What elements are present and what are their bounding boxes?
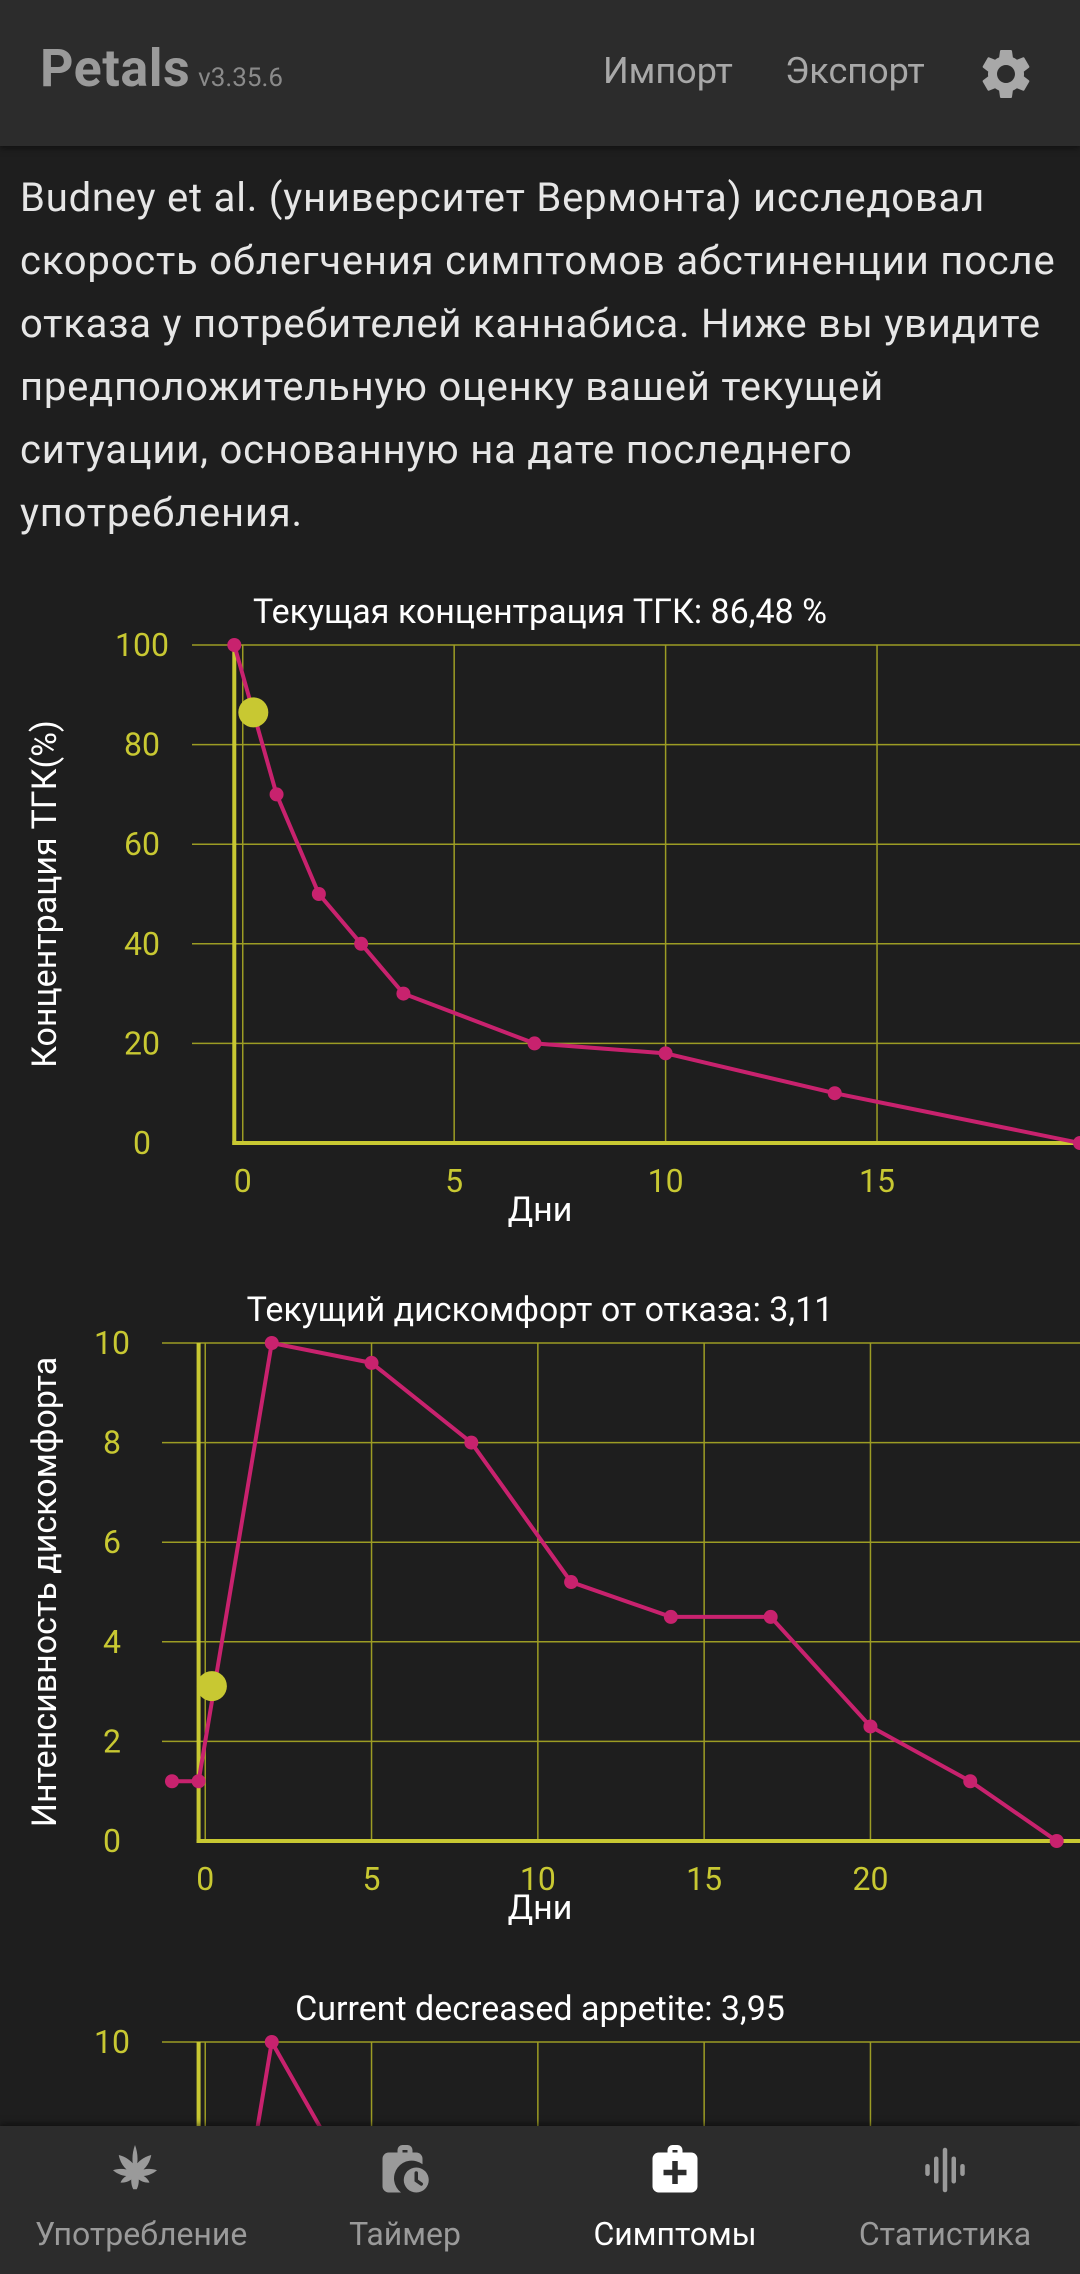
data-point	[763, 1609, 778, 1624]
medical-kit-icon	[652, 2145, 698, 2193]
nav-item-usage[interactable]: Употребление	[0, 2126, 270, 2274]
y-tick-label: 100	[115, 626, 169, 664]
data-point	[564, 1575, 579, 1590]
data-point	[827, 1086, 842, 1101]
data-point	[1073, 1136, 1080, 1150]
gear-icon[interactable]	[976, 44, 1036, 104]
current-value-marker	[196, 1671, 227, 1702]
data-point	[164, 1774, 179, 1789]
bottom-navigation: Употребление Таймер Симптомы Статистика	[0, 2126, 1080, 2274]
export-button[interactable]: Экспорт	[785, 50, 925, 92]
y-tick-label: 40	[124, 925, 160, 963]
series-line	[171, 1340, 1058, 1843]
data-point	[264, 1336, 279, 1350]
current-value-marker	[238, 697, 269, 728]
y-tick-label: 2	[103, 1722, 121, 1760]
data-point	[863, 1719, 878, 1734]
data-point	[364, 1355, 379, 1370]
data-point	[191, 1774, 206, 1789]
data-point	[264, 2035, 279, 2049]
data-point	[527, 1036, 542, 1051]
withdrawal-discomfort-chart: Текущий дискомфорт от отказа: 3,11 0 2 4 6 8 1…	[0, 1283, 1080, 1943]
data-point	[227, 638, 242, 652]
x-tick-label: 15	[686, 1860, 722, 1898]
chart-title: Current decreased appetite: 3,95	[295, 1989, 785, 2029]
x-tick-label: 5	[363, 1860, 381, 1898]
cannabis-leaf-icon	[113, 2145, 157, 2190]
data-point	[311, 887, 326, 901]
nav-item-symptoms[interactable]: Симптомы	[540, 2126, 810, 2274]
y-tick-label: 80	[124, 726, 160, 764]
x-tick-label: 10	[648, 1162, 684, 1200]
app-name: Petals	[40, 38, 191, 99]
y-tick-label: 10	[94, 1324, 130, 1362]
y-tick-label: 8	[103, 1424, 121, 1462]
app-brand: Petals v3.35.6	[40, 38, 283, 99]
x-tick-label: 20	[852, 1860, 888, 1898]
appetite-chart: Current decreased appetite: 3,95 10	[0, 1980, 1080, 2180]
y-tick-label: 10	[94, 2023, 130, 2061]
nav-label: Употребление	[35, 2215, 248, 2253]
chart-title: Текущая концентрация ТГК: 86,48 %	[253, 592, 827, 632]
y-tick-label: 0	[133, 1124, 151, 1162]
x-axis-label: Дни	[508, 1888, 573, 1928]
nav-item-statistics[interactable]: Статистика	[810, 2126, 1080, 2274]
x-tick-label: 0	[234, 1162, 252, 1200]
stats-icon	[925, 2147, 965, 2193]
app-bar: Petals v3.35.6 Импорт Экспорт	[0, 0, 1080, 146]
y-tick-label: 0	[103, 1822, 121, 1860]
data-point	[354, 936, 369, 951]
data-point	[396, 986, 411, 1001]
chart-svg: Текущая концентрация ТГК: 86,48 % 0 20 40 60…	[25, 592, 1080, 1230]
chart-svg: Текущий дискомфорт от отказа: 3,11 0 2 4 6 8 1…	[25, 1290, 1080, 1928]
series-line	[232, 644, 1080, 1145]
x-tick-label: 10	[520, 1860, 556, 1898]
y-tick-label: 6	[103, 1523, 121, 1561]
timer-bag-icon	[382, 2145, 429, 2193]
y-axis-label: Интенсивность дискомфорта	[25, 1357, 65, 1827]
data-point	[663, 1609, 678, 1624]
y-axis-label: Концентрация ТГК(%)	[25, 720, 65, 1068]
x-axis-label: Дни	[508, 1190, 573, 1230]
app-version: v3.35.6	[198, 63, 283, 93]
nav-label: Таймер	[349, 2215, 461, 2253]
x-tick-label: 0	[196, 1860, 214, 1898]
data-point	[658, 1046, 673, 1061]
nav-label: Симптомы	[593, 2215, 757, 2253]
data-point	[269, 787, 284, 802]
data-point	[464, 1435, 479, 1450]
data-point	[1049, 1834, 1064, 1848]
y-tick-label: 20	[124, 1024, 160, 1062]
x-tick-label: 15	[859, 1162, 895, 1200]
intro-text: Budney et al. (университет Вермонта) исс…	[20, 174, 1056, 536]
import-button[interactable]: Импорт	[603, 50, 733, 92]
nav-item-timer[interactable]: Таймер	[270, 2126, 540, 2274]
y-tick-label: 4	[103, 1623, 121, 1661]
chart-title: Текущий дискомфорт от отказа: 3,11	[247, 1290, 834, 1330]
chart-svg: Current decreased appetite: 3,95 10	[94, 1989, 1080, 2180]
y-tick-label: 60	[124, 825, 160, 863]
nav-label: Статистика	[858, 2215, 1032, 2253]
x-tick-label: 5	[445, 1162, 463, 1200]
data-point	[963, 1774, 978, 1789]
thc-concentration-chart: Текущая концентрация ТГК: 86,48 % 0 20 40 60…	[0, 585, 1080, 1245]
